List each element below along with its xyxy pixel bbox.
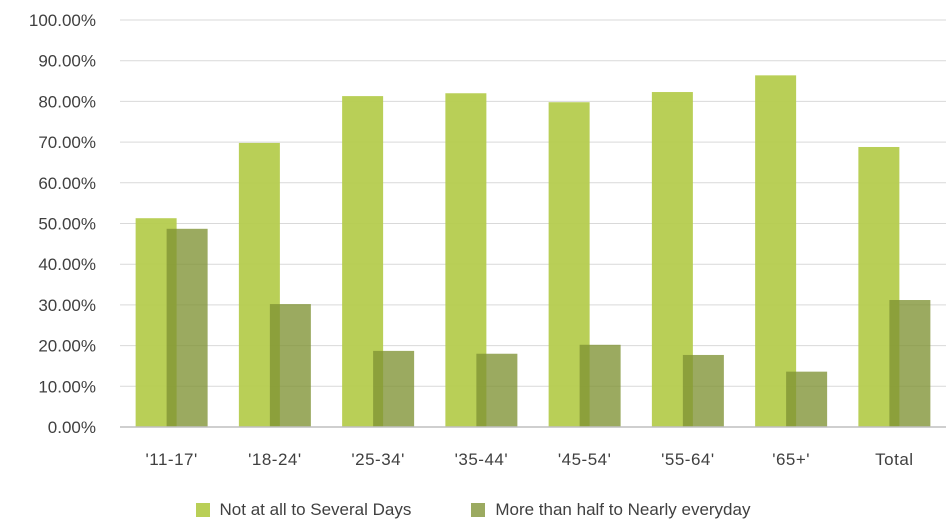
legend-item-series-1: Not at all to Several Days [195,500,412,520]
y-tick-label: 10.00% [38,377,96,396]
bar-series-1 [755,75,797,428]
x-tick-label: '25-34' [351,450,404,469]
y-tick-label: 80.00% [38,92,96,111]
bar-series-2 [889,300,931,427]
legend-swatch-series-2 [471,503,486,517]
bar-series-2 [786,371,828,427]
x-tick-label: '45-54' [558,450,611,469]
x-tick-label: '55-64' [661,450,714,469]
x-axis-category-labels: '11-17' '18-24' '25-34' '35-44' '45-54' '55-6… [146,450,914,469]
y-tick-label: 20.00% [38,337,96,356]
bar-series-2 [373,350,415,427]
y-tick-label: 90.00% [38,52,96,71]
y-tick-label: 50.00% [38,215,96,234]
bar-chart: 0.00% 10.00% 20.00% 30.00% 40.00% 50.00% 60.00… [29,11,946,469]
y-tick-label: 0.00% [48,418,96,437]
y-tick-label: 70.00% [38,133,96,152]
bar-series-2 [166,228,208,427]
bar-series-2 [476,353,518,427]
x-tick-label: '11-17' [146,450,198,469]
bar-series-2 [269,304,311,427]
bar-series-2 [682,354,724,427]
y-tick-label: 60.00% [38,174,96,193]
y-tick-label: 40.00% [38,255,96,274]
y-axis-tick-labels: 0.00% 10.00% 20.00% 30.00% 40.00% 50.00% 60.00… [29,11,96,437]
bars [135,75,931,428]
x-tick-label: '18-24' [248,450,301,469]
legend-label-series-2: More than half to Nearly everyday [495,500,751,519]
y-tick-label: 100.00% [29,11,96,30]
legend-label-series-1: Not at all to Several Days [219,500,412,519]
y-tick-label: 30.00% [38,296,96,315]
x-tick-label: Total [875,450,913,469]
x-tick-label: '65+' [772,450,810,469]
legend-swatch-series-1 [195,503,210,517]
legend: Not at all to Several Days More than hal… [0,500,946,520]
bar-series-2 [579,344,621,427]
legend-item-series-2: More than half to Nearly everyday [471,500,750,520]
x-tick-label: '35-44' [455,450,508,469]
